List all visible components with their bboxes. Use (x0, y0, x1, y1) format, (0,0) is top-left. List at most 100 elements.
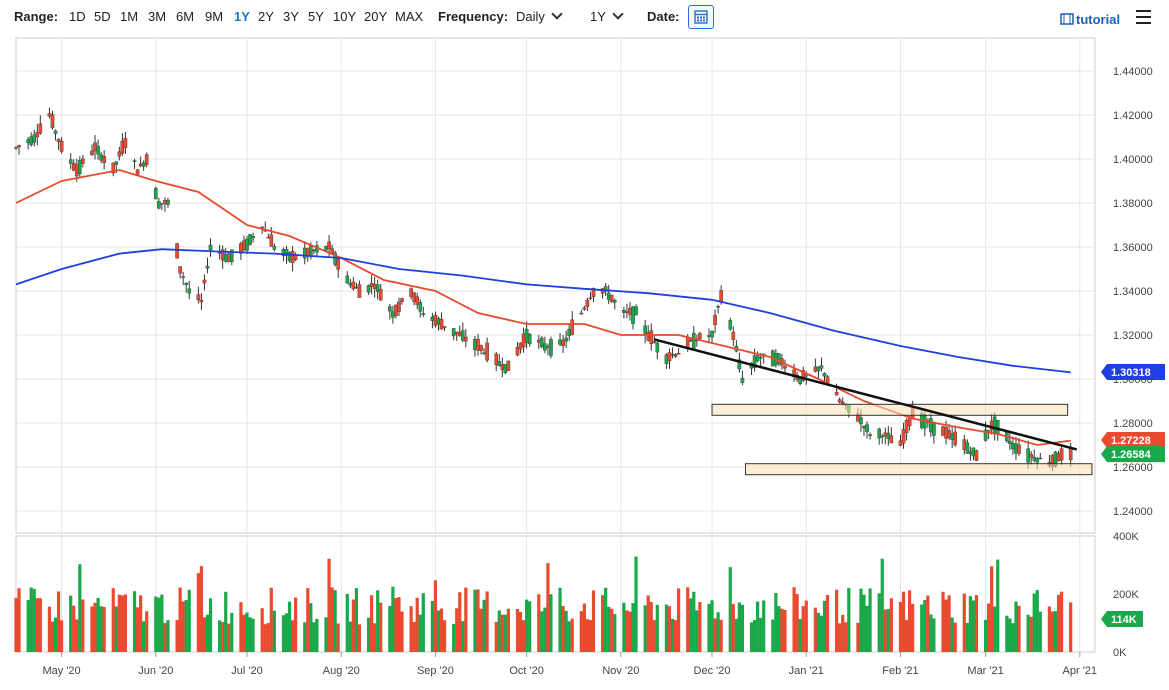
candle-body (372, 284, 377, 289)
candle-body (409, 288, 413, 297)
range-button-5d[interactable]: 5D (94, 9, 111, 24)
x-tick-label: Feb '21 (882, 665, 918, 677)
volume-bar (920, 604, 924, 652)
range-button-2y[interactable]: 2Y (258, 9, 274, 24)
candle-body (901, 429, 906, 444)
range-button-max[interactable]: MAX (395, 9, 424, 24)
hamburger-menu-icon[interactable] (1136, 10, 1151, 24)
candle-body (898, 440, 903, 446)
volume-bar (859, 588, 863, 652)
range-button-3m[interactable]: 3M (148, 9, 167, 24)
volume-bar (166, 620, 170, 652)
range-button-10y[interactable]: 10Y (333, 9, 357, 24)
volume-bar (442, 620, 447, 652)
volume-bar (670, 618, 675, 652)
candle-body (114, 161, 119, 165)
candle-body (673, 354, 678, 357)
volume-bar (139, 595, 143, 652)
volume-bar (391, 586, 395, 652)
range-button-5y[interactable]: 5Y (308, 9, 324, 24)
candle-body (1059, 448, 1064, 461)
volume-bar (911, 603, 915, 652)
volume-bar (749, 622, 754, 652)
volume-bar (345, 593, 349, 652)
candle-body (904, 420, 909, 433)
x-tick-label: Jul '20 (231, 665, 262, 677)
volume-bar (537, 594, 541, 652)
frequency-value: Daily (516, 9, 545, 24)
volume-bar (707, 603, 711, 652)
price-chart[interactable]: 1.240001.260001.280001.300001.320001.340… (0, 36, 1169, 690)
candle-body (436, 318, 441, 325)
candle-body (217, 252, 222, 254)
candle-body (473, 339, 477, 350)
volume-bar (585, 619, 590, 652)
range-button-9m[interactable]: 9M (205, 9, 224, 24)
volume-bar (117, 594, 121, 652)
volume-bar (266, 623, 270, 652)
period-dropdown[interactable]: 1Y (590, 8, 624, 24)
volume-bar (838, 623, 842, 652)
candle-body (96, 145, 100, 155)
candle-body (47, 113, 52, 117)
range-button-1y[interactable]: 1Y (234, 9, 250, 24)
volume-bar (582, 603, 586, 652)
volume-bar (245, 612, 249, 652)
calendar-button[interactable] (688, 5, 714, 29)
volume-bar (72, 605, 76, 652)
volume-bar (102, 606, 106, 652)
volume-bar (452, 623, 456, 652)
volume-bar (713, 618, 717, 652)
candle-body (664, 354, 669, 364)
price-tick-label: 1.42000 (1113, 110, 1153, 122)
volume-bar (737, 602, 741, 652)
volume-bar (224, 591, 228, 652)
candle-body (834, 391, 839, 396)
candle-body (606, 292, 611, 300)
candle-body (90, 150, 94, 155)
price-tick-label: 1.40000 (1113, 154, 1153, 166)
tutorial-link[interactable]: tutorial (1060, 12, 1120, 27)
range-button-1d[interactable]: 1D (69, 9, 86, 24)
volume-bar (880, 558, 884, 652)
volume-bar (272, 610, 276, 652)
candle-body (549, 339, 553, 356)
volume-bar (865, 605, 869, 652)
price-tag-bg (1101, 446, 1165, 463)
volume-bar (75, 619, 79, 652)
price-tag-bg (1101, 364, 1165, 381)
volume-bar (676, 588, 681, 652)
candle-body (324, 246, 328, 251)
range-button-20y[interactable]: 20Y (364, 9, 388, 24)
candle-body (68, 159, 73, 164)
candle-body (625, 311, 629, 313)
volume-bar (412, 622, 416, 652)
range-button-6m[interactable]: 6M (176, 9, 195, 24)
range-button-3y[interactable]: 3Y (283, 9, 299, 24)
volume-bar (613, 614, 617, 652)
volume-bar (1053, 611, 1058, 652)
range-button-1m[interactable]: 1M (120, 9, 139, 24)
volume-bar (877, 593, 881, 652)
frequency-dropdown[interactable]: Daily (516, 8, 563, 24)
price-pane (15, 37, 1096, 534)
volume-bar (56, 591, 61, 652)
candle-body (454, 331, 459, 335)
candle-body (369, 283, 374, 287)
volume-bar (120, 595, 124, 652)
candle-body (260, 226, 264, 229)
volume-bar (35, 598, 39, 652)
candle-body (330, 248, 334, 254)
volume-bar (181, 601, 185, 652)
volume-bar (476, 589, 480, 652)
candle-body (248, 234, 252, 245)
volume-bar (993, 606, 997, 652)
volume-bar (184, 599, 188, 652)
candle-body (688, 339, 693, 342)
candle-body (1017, 444, 1021, 454)
volume-bar (69, 595, 73, 652)
volume-bar (947, 595, 951, 652)
candle-body (698, 333, 702, 340)
calendar-icon (694, 10, 708, 24)
price-tick-label: 1.38000 (1113, 198, 1153, 210)
